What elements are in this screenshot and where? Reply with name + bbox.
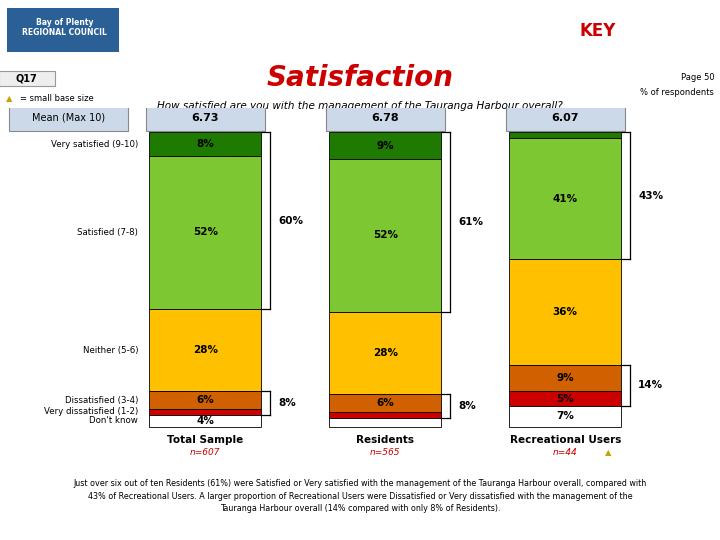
FancyBboxPatch shape bbox=[0, 71, 55, 86]
Text: 28%: 28% bbox=[373, 348, 397, 358]
Bar bbox=[330, 412, 441, 418]
Text: Satisfaction: Satisfaction bbox=[266, 64, 454, 92]
Text: Bay of Plenty
REGIONAL COUNCIL: Bay of Plenty REGIONAL COUNCIL bbox=[22, 18, 107, 37]
Text: Residents: Residents bbox=[356, 435, 414, 444]
FancyBboxPatch shape bbox=[9, 105, 128, 131]
Text: 4%: 4% bbox=[197, 416, 214, 426]
Bar bbox=[150, 409, 261, 415]
Text: 9%: 9% bbox=[377, 140, 394, 151]
Bar bbox=[330, 394, 441, 412]
Text: 52%: 52% bbox=[373, 231, 397, 240]
Bar bbox=[150, 309, 261, 392]
Text: 28%: 28% bbox=[193, 345, 217, 355]
FancyBboxPatch shape bbox=[325, 105, 445, 131]
Text: 6%: 6% bbox=[197, 395, 214, 405]
FancyBboxPatch shape bbox=[505, 105, 625, 131]
Text: Very dissatisfied (1-2): Very dissatisfied (1-2) bbox=[44, 408, 138, 416]
Text: 6%: 6% bbox=[377, 398, 394, 408]
Text: 8%: 8% bbox=[197, 139, 214, 149]
Text: RESEARCH: RESEARCH bbox=[621, 22, 720, 39]
Text: Page 50: Page 50 bbox=[680, 73, 714, 82]
Text: Total Sample: Total Sample bbox=[167, 435, 243, 444]
Text: n=44: n=44 bbox=[553, 448, 577, 457]
Text: 41%: 41% bbox=[553, 194, 577, 204]
Bar bbox=[330, 159, 441, 312]
Text: 60%: 60% bbox=[279, 215, 303, 226]
Bar bbox=[510, 406, 621, 427]
Text: Q17: Q17 bbox=[16, 73, 37, 84]
Text: 8%: 8% bbox=[459, 401, 476, 411]
Text: 6.73: 6.73 bbox=[192, 112, 219, 123]
Text: ▲: ▲ bbox=[6, 93, 12, 103]
Text: 7%: 7% bbox=[557, 411, 574, 421]
Text: KEY: KEY bbox=[579, 22, 616, 39]
Bar bbox=[150, 156, 261, 309]
Text: n=565: n=565 bbox=[370, 448, 400, 457]
Text: 43%: 43% bbox=[639, 191, 663, 201]
Text: = small base size: = small base size bbox=[20, 93, 94, 103]
Text: Mean (Max 10): Mean (Max 10) bbox=[32, 112, 105, 123]
Text: Recreational Users: Recreational Users bbox=[510, 435, 621, 444]
Text: Very satisfied (9-10): Very satisfied (9-10) bbox=[51, 140, 138, 149]
Text: Don't know: Don't know bbox=[89, 416, 138, 426]
Bar bbox=[510, 259, 621, 365]
Text: 61%: 61% bbox=[459, 217, 483, 227]
Text: Neither (5-6): Neither (5-6) bbox=[83, 346, 138, 355]
Text: 8%: 8% bbox=[279, 398, 296, 408]
FancyBboxPatch shape bbox=[145, 105, 265, 131]
Text: 5%: 5% bbox=[557, 394, 574, 404]
Text: 6.07: 6.07 bbox=[552, 112, 579, 123]
Text: Satisfied (7-8): Satisfied (7-8) bbox=[77, 228, 138, 237]
Text: 9%: 9% bbox=[557, 373, 574, 383]
Bar bbox=[510, 138, 621, 259]
Text: ◉: ◉ bbox=[341, 9, 379, 52]
Text: How satisfied are you with the management of the Tauranga Harbour overall?: How satisfied are you with the managemen… bbox=[157, 100, 563, 111]
Bar bbox=[150, 415, 261, 427]
Text: Dissatisfied (3-4): Dissatisfied (3-4) bbox=[65, 396, 138, 404]
Text: ▲: ▲ bbox=[605, 448, 611, 457]
Bar bbox=[510, 132, 621, 138]
Bar bbox=[150, 392, 261, 409]
Text: 36%: 36% bbox=[553, 307, 577, 317]
Bar bbox=[7, 8, 119, 52]
Text: % of respondents: % of respondents bbox=[640, 87, 714, 97]
Text: 52%: 52% bbox=[193, 227, 217, 238]
Bar bbox=[330, 132, 441, 159]
Bar bbox=[510, 365, 621, 392]
Text: 14%: 14% bbox=[639, 381, 663, 390]
Bar bbox=[150, 132, 261, 156]
Text: 6.78: 6.78 bbox=[372, 112, 399, 123]
Bar bbox=[330, 312, 441, 394]
Bar bbox=[330, 418, 441, 427]
Text: Just over six out of ten Residents (61%) were Satisfied or Very satisfied with t: Just over six out of ten Residents (61%)… bbox=[73, 480, 647, 514]
Text: n=607: n=607 bbox=[190, 448, 220, 457]
Bar bbox=[510, 392, 621, 406]
